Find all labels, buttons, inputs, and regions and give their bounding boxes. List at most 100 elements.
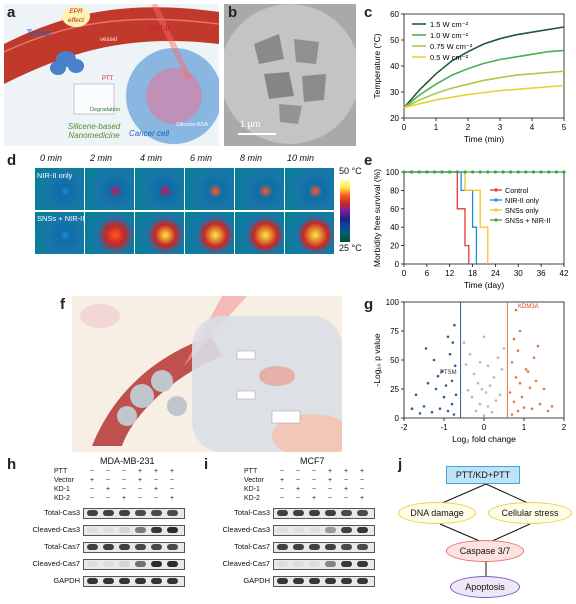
thermal-time-header: 0 min 2 min 4 min 6 min 8 min 10 min bbox=[34, 153, 334, 165]
blot-lane bbox=[87, 544, 98, 550]
volcano-point-up bbox=[530, 407, 534, 410]
y-tick-label: 100 bbox=[386, 168, 400, 177]
nir-beam bbox=[151, 4, 192, 81]
blot-lane bbox=[151, 544, 162, 550]
cell-cluster bbox=[130, 384, 154, 408]
blot-lane bbox=[293, 544, 304, 550]
volcano-point-nonsig bbox=[478, 402, 482, 406]
survival-marker bbox=[455, 170, 459, 174]
thermal-frame bbox=[284, 211, 335, 255]
volcano-point-nonsig bbox=[464, 363, 468, 366]
panel-a: EPR effect Tumor vessel NIR-II PTT Degra… bbox=[4, 4, 219, 146]
series-line-3 bbox=[403, 84, 565, 109]
nanoparticle-cluster bbox=[68, 59, 84, 73]
y-axis-label: Morbidity free survival (%) bbox=[372, 169, 382, 267]
blot-lane bbox=[325, 578, 336, 584]
y-tick-label: 0 bbox=[395, 414, 400, 423]
treatment-sign: + bbox=[359, 468, 365, 475]
survival-marker bbox=[516, 170, 520, 174]
volcano-point-up bbox=[526, 370, 530, 373]
volcano-point-nonsig bbox=[496, 356, 500, 359]
legend-label-2: 0.75 W cm⁻² bbox=[430, 42, 473, 51]
blot-lane bbox=[309, 544, 320, 550]
volcano-point-nonsig bbox=[472, 372, 476, 376]
volcano-point-down bbox=[442, 395, 446, 399]
volcano-point-up bbox=[534, 379, 538, 383]
cancer-cell-label: Cancer cell bbox=[129, 129, 170, 138]
treatment-sign: − bbox=[295, 495, 301, 502]
blot-lane bbox=[277, 578, 288, 584]
treatment-sign: − bbox=[89, 468, 95, 475]
volcano-point-down bbox=[434, 387, 438, 391]
y-tick-label: 20 bbox=[390, 114, 399, 123]
cell-cluster bbox=[167, 396, 187, 416]
x-tick-label: 1 bbox=[522, 423, 527, 432]
y-tick-label: 100 bbox=[386, 298, 400, 307]
row-label-nir: NIR-II only bbox=[37, 171, 73, 180]
treatment-sign: − bbox=[279, 486, 285, 493]
blot-lane bbox=[309, 510, 320, 516]
band-label: Cleaved-Cas3 bbox=[222, 525, 270, 534]
survival-marker bbox=[493, 170, 498, 174]
volcano-point-up bbox=[514, 308, 518, 312]
survival-line-0 bbox=[404, 171, 470, 264]
blot-band-strip bbox=[273, 559, 375, 570]
x-tick-label: -2 bbox=[400, 423, 408, 432]
x-tick-label: 12 bbox=[445, 269, 454, 278]
band-label: Total-Cas7 bbox=[44, 542, 80, 551]
blot-lane bbox=[119, 510, 130, 516]
blot-lane bbox=[135, 544, 146, 550]
arrow-left-mid bbox=[439, 523, 483, 543]
series-line-0 bbox=[403, 26, 565, 109]
x-tick-label: 24 bbox=[491, 269, 500, 278]
tumor-label: Tumor bbox=[26, 28, 52, 38]
volcano-point-up bbox=[510, 413, 514, 416]
survival-marker bbox=[432, 170, 437, 174]
legend-label-2: SNSs only bbox=[505, 206, 539, 215]
time-label-3: 6 min bbox=[190, 153, 213, 163]
volcano-point-down bbox=[430, 410, 434, 414]
band-label: Cleaved-Cas7 bbox=[32, 559, 80, 568]
legend-marker-0 bbox=[494, 188, 498, 192]
x-axis-label: Log₂ fold change bbox=[452, 434, 516, 444]
blot-lane bbox=[119, 544, 130, 550]
blot-lane bbox=[357, 578, 368, 584]
blot-lane bbox=[309, 527, 320, 533]
survival-marker bbox=[562, 170, 566, 174]
survival-chart: 0 6 12 18 24 30 36 42 0 20 40 60 80 100 Time (day) Morb… bbox=[372, 168, 569, 290]
panel-label-a: a bbox=[7, 4, 16, 21]
blot-lane bbox=[277, 544, 288, 550]
volcano-point-down bbox=[426, 381, 430, 385]
degradation-label: Degradation bbox=[90, 107, 120, 113]
survival-marker bbox=[501, 170, 505, 174]
panel-label-f: f bbox=[60, 296, 65, 313]
y-tick-label: 40 bbox=[390, 223, 399, 232]
legend-label-1: 1.0 W cm⁻² bbox=[430, 31, 469, 40]
treatment-sign: + bbox=[327, 477, 333, 484]
y-axis-label: Temperature (°C) bbox=[372, 33, 382, 98]
volcano-point-down bbox=[446, 335, 450, 339]
legend-label-3: SNSs + NIR-II bbox=[505, 216, 550, 225]
volcano-point-down bbox=[422, 405, 426, 408]
western-blot-i: PTT − − − + + + Vector + − − + − − KD-1 − + − − + − KD-2 − − + − −… bbox=[210, 468, 380, 600]
x-tick-label: 1 bbox=[434, 123, 439, 132]
volcano-point-up bbox=[542, 387, 546, 391]
panel-f-illustration bbox=[72, 296, 342, 452]
temperature-chart: 0 1 2 3 4 5 20 30 40 50 60 Time (min) Temperature (°… bbox=[372, 10, 567, 144]
survival-marker bbox=[478, 170, 482, 174]
treatment-sign: + bbox=[121, 495, 127, 502]
cell-cluster bbox=[151, 370, 173, 392]
volcano-point-nonsig bbox=[498, 393, 502, 397]
volcano-point-down bbox=[454, 393, 458, 397]
annotation-label: PTSM bbox=[440, 370, 457, 376]
volcano-point-down bbox=[424, 347, 428, 350]
band-label: Cleaved-Cas7 bbox=[222, 559, 270, 568]
blot-lane bbox=[87, 578, 98, 584]
survival-marker bbox=[417, 170, 421, 174]
x-tick-label: 6 bbox=[425, 269, 430, 278]
blot-lane bbox=[167, 561, 178, 567]
treatment-sign: + bbox=[295, 486, 301, 493]
colorbar bbox=[340, 180, 350, 242]
blot-lane bbox=[87, 527, 98, 533]
volcano-point-nonsig bbox=[480, 387, 484, 391]
